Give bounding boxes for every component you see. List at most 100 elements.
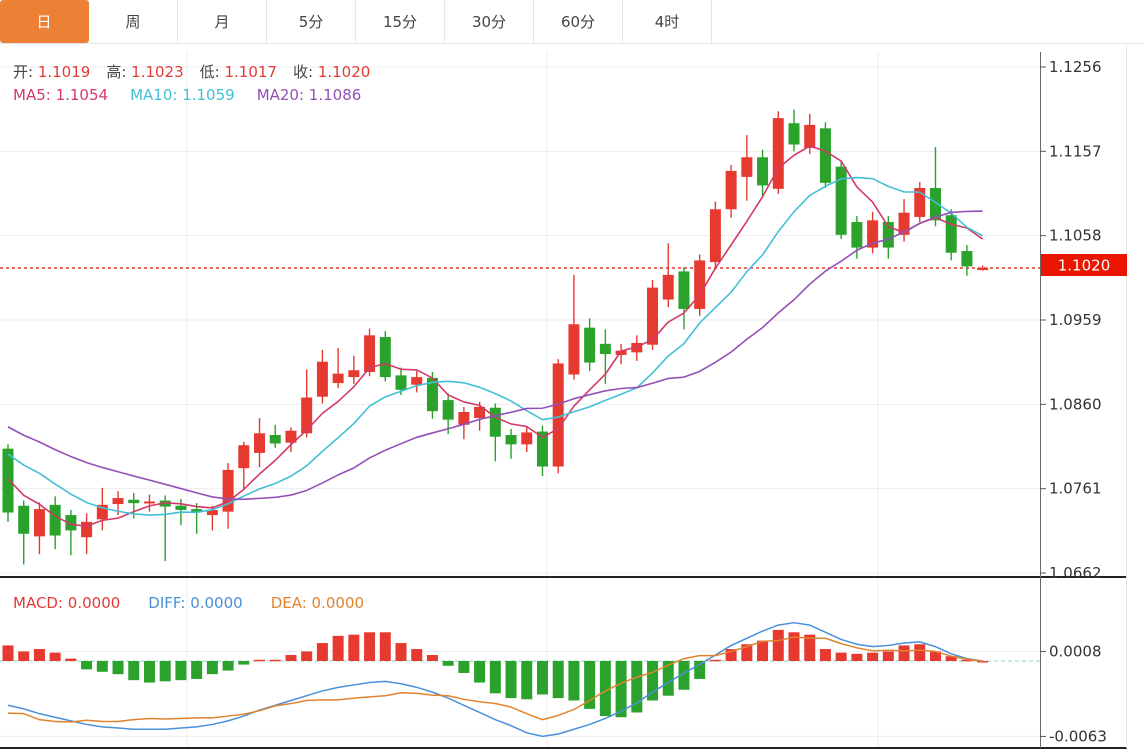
price-axis-label: 1.0860 bbox=[1049, 395, 1102, 413]
candle-body bbox=[772, 118, 784, 189]
tab-4hour[interactable]: 4时 bbox=[623, 0, 712, 43]
macd-histogram-bar bbox=[269, 659, 281, 662]
macd-histogram-bar bbox=[945, 656, 957, 661]
tab-60min[interactable]: 60分 bbox=[534, 0, 623, 43]
macd-histogram-bar bbox=[835, 652, 847, 661]
candle-body bbox=[867, 220, 879, 248]
candle-body bbox=[49, 504, 61, 536]
price-axis-label: 1.1256 bbox=[1049, 58, 1102, 76]
ma10-value: MA10: 1.1059 bbox=[130, 86, 235, 104]
candle-body bbox=[33, 509, 45, 537]
candle-body bbox=[269, 435, 281, 444]
ohlc-legend: 开: 1.1019 高: 1.1023 低: 1.1017 收: 1.1020 bbox=[13, 63, 386, 81]
macd-histogram-bar bbox=[694, 661, 706, 679]
candle-body bbox=[662, 274, 674, 300]
candle-body bbox=[348, 370, 360, 378]
price-axis-label: 0.0008 bbox=[1049, 642, 1102, 660]
candle-body bbox=[914, 187, 926, 217]
macd-histogram-bar bbox=[128, 661, 140, 681]
candle-body bbox=[835, 166, 847, 235]
candle-body bbox=[81, 521, 93, 538]
macd-histogram-bar bbox=[254, 659, 266, 662]
macd-histogram-bar bbox=[348, 634, 360, 661]
macd-histogram-bar bbox=[552, 661, 564, 699]
macd-histogram-bar bbox=[18, 651, 30, 661]
macd-histogram-bar bbox=[662, 661, 674, 696]
macd-histogram-bar bbox=[364, 632, 376, 661]
macd-histogram-bar bbox=[395, 643, 407, 661]
ohlc-low: 低: 1.1017 bbox=[199, 63, 277, 81]
candle-body bbox=[741, 157, 753, 177]
macd-histogram-bar bbox=[599, 661, 611, 717]
candle-body bbox=[977, 268, 989, 271]
candle-body bbox=[442, 400, 454, 420]
candle-body bbox=[788, 123, 800, 145]
macd-histogram-bar bbox=[2, 645, 14, 661]
macd-histogram-bar bbox=[521, 661, 533, 700]
candle-body bbox=[505, 435, 517, 445]
macd-histogram-bar bbox=[867, 652, 879, 661]
macd-histogram-bar bbox=[898, 645, 910, 661]
ma5-value: MA5: 1.1054 bbox=[13, 86, 109, 104]
ma-legend: MA5: 1.1054 MA10: 1.1059 MA20: 1.1086 bbox=[13, 86, 383, 104]
macd-histogram-bar bbox=[379, 632, 391, 661]
macd-histogram-bar bbox=[678, 661, 690, 690]
tab-month[interactable]: 月 bbox=[178, 0, 267, 43]
candle-body bbox=[929, 187, 941, 221]
price-axis-label: -0.0063 bbox=[1049, 727, 1107, 745]
ohlc-open: 开: 1.1019 bbox=[13, 63, 91, 81]
tab-30min[interactable]: 30分 bbox=[445, 0, 534, 43]
candle-body bbox=[882, 222, 894, 248]
candle-body bbox=[206, 509, 218, 516]
candle-body bbox=[458, 412, 470, 425]
candle-body bbox=[254, 433, 266, 453]
macd-histogram-bar bbox=[961, 659, 973, 662]
candle-body bbox=[851, 222, 863, 248]
macd-histogram-bar bbox=[49, 652, 61, 661]
macd-histogram-bar bbox=[81, 661, 93, 670]
candle-body bbox=[898, 212, 910, 235]
candle-body bbox=[191, 509, 203, 512]
candle-body bbox=[285, 430, 297, 443]
macd-legend: MACD: 0.0000 DIFF: 0.0000 DEA: 0.0000 bbox=[13, 594, 392, 612]
candle-body bbox=[521, 432, 533, 445]
candle-body bbox=[725, 170, 737, 210]
candle-body bbox=[615, 350, 627, 355]
macd-histogram-bar bbox=[222, 661, 234, 671]
current-price-badge-label: 1.1020 bbox=[1058, 257, 1111, 275]
macd-histogram-bar bbox=[757, 640, 769, 661]
macd-histogram-bar bbox=[568, 661, 580, 701]
ohlc-close: 收: 1.1020 bbox=[292, 63, 371, 81]
tab-5min[interactable]: 5分 bbox=[267, 0, 356, 43]
macd-histogram-bar bbox=[96, 661, 108, 672]
price-axis-label: 1.0761 bbox=[1049, 480, 1102, 498]
tab-day[interactable]: 日 bbox=[0, 0, 89, 43]
ohlc-high: 高: 1.1023 bbox=[106, 63, 184, 81]
macd-histogram-bar bbox=[411, 649, 423, 661]
macd-histogram-bar bbox=[458, 661, 470, 673]
candle-body bbox=[489, 407, 501, 437]
macd-histogram-bar bbox=[851, 653, 863, 661]
candle-body bbox=[238, 445, 250, 469]
price-axis-label: 1.1157 bbox=[1049, 142, 1102, 160]
candle-body bbox=[65, 515, 77, 531]
macd-histogram-bar bbox=[238, 661, 250, 665]
macd-histogram-bar bbox=[191, 661, 203, 679]
candle-body bbox=[364, 335, 376, 372]
candle-body bbox=[819, 128, 831, 183]
macd-histogram-bar bbox=[316, 643, 328, 661]
candle-body bbox=[568, 324, 580, 375]
current-price-badge bbox=[1041, 254, 1127, 276]
macd-histogram-bar bbox=[709, 659, 721, 662]
candle-body bbox=[474, 406, 486, 418]
candle-body bbox=[599, 343, 611, 355]
macd-histogram-bar bbox=[929, 651, 941, 661]
macd-histogram-bar bbox=[647, 661, 659, 701]
macd-histogram-bar bbox=[285, 655, 297, 661]
macd-histogram-bar bbox=[505, 661, 517, 699]
tab-15min[interactable]: 15分 bbox=[356, 0, 445, 43]
tab-week[interactable]: 周 bbox=[89, 0, 178, 43]
candle-body bbox=[395, 375, 407, 390]
